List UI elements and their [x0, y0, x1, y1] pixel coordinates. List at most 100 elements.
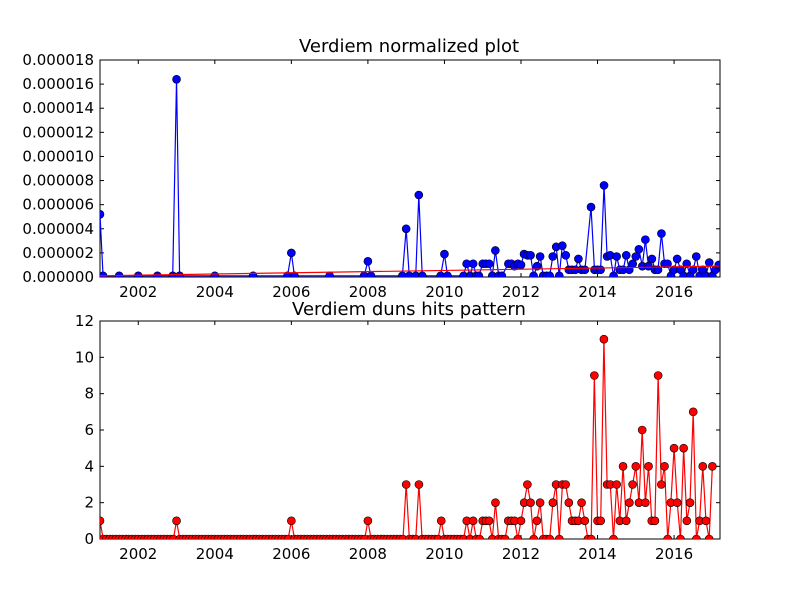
data-point: [698, 462, 708, 471]
top-trend-line: [100, 265, 719, 277]
data-point: [631, 252, 641, 261]
data-point: [436, 516, 446, 526]
data-point: [516, 260, 526, 270]
data-point: [621, 516, 631, 526]
bottom-chart-title: Verdiem duns hits pattern: [292, 299, 526, 320]
y-tick-label: 8: [84, 385, 94, 403]
data-point: [682, 516, 692, 526]
x-tick-label: 2006: [272, 283, 310, 301]
y-tick-label: 0.000008: [22, 172, 94, 190]
x-tick-label: 2012: [502, 545, 540, 563]
data-point: [287, 516, 296, 526]
x-tick-label: 2006: [272, 545, 310, 563]
x-tick-label: 2016: [655, 283, 693, 301]
data-point: [401, 480, 411, 489]
data-point: [714, 260, 720, 270]
data-point: [704, 534, 714, 539]
data-point: [688, 265, 698, 275]
y-tick-label: 4: [84, 457, 94, 475]
bottom-chart-axes: 2002 2004 2006 2008 2010 2012 2014 2016 0 2 4 6 8 10 1…: [75, 312, 721, 563]
y-tick-label: 12: [75, 312, 94, 330]
data-point: [172, 516, 181, 526]
data-point: [516, 516, 526, 526]
top-chart-plot: [100, 74, 720, 277]
data-point: [609, 534, 618, 539]
data-point: [612, 252, 621, 261]
data-point: [545, 271, 554, 277]
data-point: [360, 534, 370, 539]
data-point: [564, 498, 574, 507]
y-tick-label: 0.000014: [22, 99, 94, 117]
data-point: [609, 271, 618, 277]
y-tick-label: 6: [84, 421, 94, 439]
x-tick-label: 2002: [119, 545, 157, 563]
data-point: [672, 254, 682, 264]
data-point: [532, 261, 542, 271]
top-chart: Verdiem normalized plot 2002 2004 2006 2008…: [22, 36, 721, 301]
data-point: [580, 265, 590, 275]
data-point: [628, 259, 638, 269]
y-tick-label: 0.000004: [22, 220, 94, 238]
data-point: [529, 534, 539, 539]
x-tick-label: 2016: [655, 545, 693, 563]
data-point: [398, 534, 408, 539]
data-point: [586, 202, 596, 212]
data-point: [529, 271, 538, 277]
data-point: [526, 251, 535, 260]
data-point: [532, 516, 542, 526]
data-point: [411, 534, 421, 539]
data-point: [644, 462, 653, 471]
data-point: [599, 334, 609, 344]
data-point: [526, 498, 535, 507]
data-point: [401, 224, 411, 234]
data-point: [169, 534, 178, 539]
data-point: [561, 251, 571, 260]
data-point: [484, 516, 494, 526]
data-point: [657, 480, 666, 489]
data-point: [414, 480, 424, 489]
data-point: [577, 498, 586, 507]
data-point: [621, 251, 631, 260]
data-point: [580, 516, 590, 526]
data-point: [417, 271, 427, 277]
data-point: [625, 498, 634, 507]
data-point: [574, 254, 583, 264]
y-tick-label: 0.000016: [22, 75, 94, 93]
data-point: [628, 480, 637, 489]
data-point: [669, 443, 679, 453]
x-tick-label: 2008: [349, 283, 387, 301]
y-tick-label: 0.000006: [22, 196, 94, 214]
x-tick-label: 2014: [578, 283, 616, 301]
data-point: [484, 259, 494, 269]
data-point: [660, 462, 669, 471]
data-point: [513, 534, 523, 539]
data-point: [612, 480, 621, 489]
x-tick-label: 2010: [425, 545, 463, 563]
data-point: [363, 257, 373, 266]
data-point: [599, 181, 609, 190]
data-point: [554, 271, 564, 277]
data-point: [548, 498, 558, 507]
x-tick-label: 2002: [119, 283, 157, 301]
data-point: [500, 534, 510, 539]
data-point: [474, 271, 484, 277]
bottom-plot-area: [100, 334, 717, 539]
data-point: [653, 265, 663, 275]
data-point: [663, 259, 672, 269]
x-tick-label: 2004: [196, 283, 234, 301]
data-point: [701, 516, 711, 526]
data-point: [672, 498, 682, 507]
data-point: [657, 229, 666, 238]
data-point: [172, 74, 181, 84]
data-point: [704, 258, 714, 267]
data-point: [663, 534, 672, 539]
y-tick-label: 0.000002: [22, 244, 94, 262]
data-point: [586, 534, 596, 539]
data-point: [558, 241, 567, 250]
data-point: [679, 443, 688, 453]
data-point: [475, 534, 484, 539]
x-tick-label: 2004: [196, 545, 234, 563]
data-point: [596, 516, 606, 526]
data-point: [545, 534, 554, 539]
data-point: [676, 534, 685, 539]
